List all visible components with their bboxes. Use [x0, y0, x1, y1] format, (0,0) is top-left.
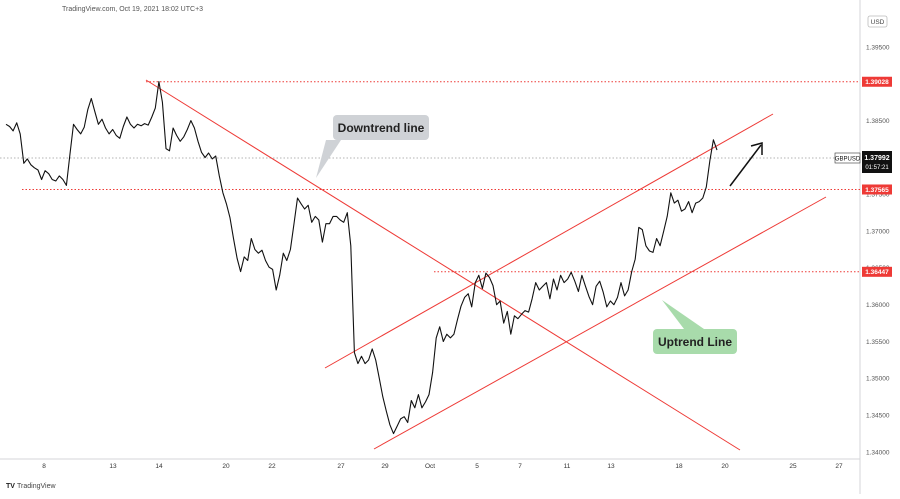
level-label: 1.36447: [865, 269, 889, 276]
downtrend-callout[interactable]: Downtrend line: [316, 115, 429, 178]
x-tick-label: 8: [42, 463, 46, 470]
level-label-box: [862, 266, 892, 277]
uptrend-callout-text: Uptrend Line: [658, 335, 732, 349]
projection-arrow[interactable]: [729, 142, 763, 187]
y-tick-label: 1.34000: [866, 449, 890, 456]
uptrend-line[interactable]: [373, 196, 827, 450]
x-tick-label: 25: [789, 463, 797, 470]
y-tick-label: 1.34500: [866, 412, 890, 419]
tradingview-logo-icon: TV: [6, 483, 15, 490]
x-tick-label: 5: [475, 463, 479, 470]
symbol-tag: GBPUSD: [835, 157, 861, 163]
x-tick-label: 18: [675, 463, 683, 470]
tradingview-brand-text: TradingView: [17, 483, 56, 490]
y-tick-label: 1.39500: [866, 44, 890, 51]
x-tick-label: 13: [607, 463, 615, 470]
x-tick-label: Oct: [425, 463, 435, 470]
level-label-box: [862, 76, 892, 87]
current-price-value: 1.37992: [864, 155, 889, 162]
x-tick-label: 27: [835, 463, 843, 470]
currency-badge[interactable]: [867, 15, 888, 28]
x-tick-label: 13: [109, 463, 117, 470]
uptrend-callout[interactable]: Uptrend Line: [653, 300, 737, 354]
downtrend-line[interactable]: [145, 79, 741, 451]
currency-badge-label: USD: [871, 19, 885, 26]
x-tick-label: 22: [268, 463, 276, 470]
y-tick-label: 1.37500: [866, 192, 890, 199]
x-tick-label: 11: [564, 463, 571, 470]
y-tick-label: 1.35000: [866, 376, 890, 383]
level-label: 1.39028: [865, 79, 889, 86]
price-tag-box: [862, 151, 892, 173]
downtrend-callout-box: [333, 115, 429, 140]
x-tick-label: 7: [518, 463, 522, 470]
price-series-line: [5, 81, 718, 435]
upper-channel-line[interactable]: [324, 113, 774, 369]
y-tick-label: 1.38500: [866, 118, 890, 125]
uptrend-callout-box: [653, 329, 737, 354]
y-tick-label: 1.35500: [866, 339, 890, 346]
support-resistance-levels: 1.39028 1.37565 1.36447: [22, 76, 892, 277]
price-countdown: 01:57:21: [865, 165, 889, 171]
x-tick-label: 14: [155, 463, 163, 470]
current-price-tag: GBPUSD 1.37992 01:57:21: [834, 151, 892, 173]
x-tick-label: 20: [721, 463, 729, 470]
x-tick-label: 29: [381, 463, 389, 470]
tradingview-logo[interactable]: TV TradingView: [6, 483, 56, 490]
downtrend-callout-pointer: [316, 140, 341, 178]
time-axis: 8 13 14 20 22 27 29 Oct 5 7 11 13 18 20 25 27: [42, 463, 843, 470]
uptrend-callout-pointer: [662, 300, 704, 329]
x-tick-label: 27: [337, 463, 345, 470]
chart-source-line: TradingView.com, Oct 19, 2021 18:02 UTC+…: [62, 6, 203, 13]
x-tick-label: 20: [222, 463, 230, 470]
symbol-tag-box: [834, 152, 861, 164]
y-tick-label: 1.37000: [866, 228, 890, 235]
y-tick-label: 1.36000: [866, 302, 890, 309]
level-label-box: [862, 184, 892, 195]
downtrend-callout-text: Downtrend line: [338, 121, 425, 135]
level-label: 1.37565: [865, 187, 889, 194]
